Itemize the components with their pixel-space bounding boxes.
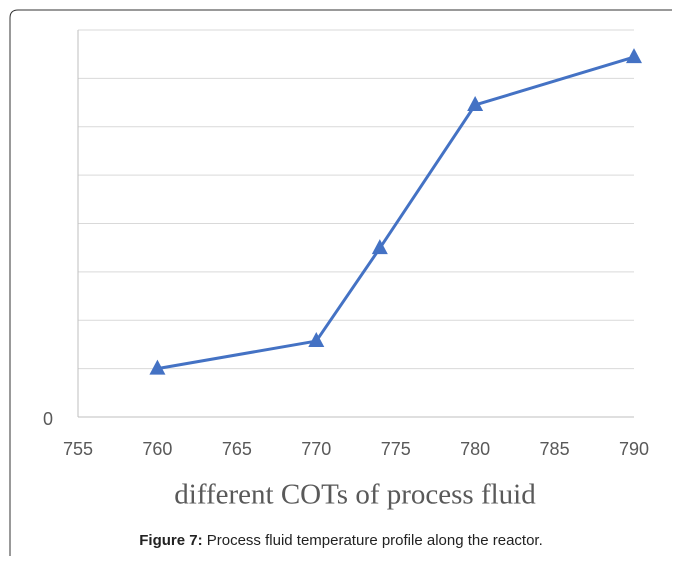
x-tick-label: 765 bbox=[222, 439, 252, 459]
marker bbox=[308, 332, 325, 348]
x-tick-label: 790 bbox=[619, 439, 649, 459]
caption-label: Figure 7: bbox=[139, 532, 202, 549]
x-tick-label: 780 bbox=[460, 439, 490, 459]
y-tick-label: 0 bbox=[43, 409, 53, 429]
line bbox=[157, 55, 635, 371]
x-tick-label: 755 bbox=[63, 439, 93, 459]
marker bbox=[149, 359, 166, 375]
x-axis-title: different COTs of process fluid bbox=[174, 479, 536, 511]
x-tick-label: 770 bbox=[301, 439, 331, 459]
caption-text: Process fluid temperature profile along … bbox=[203, 532, 543, 549]
marker bbox=[467, 95, 484, 111]
x-tick-label: 760 bbox=[142, 439, 172, 459]
marker bbox=[626, 48, 642, 64]
x-tick-label: 785 bbox=[540, 439, 570, 459]
frame bbox=[9, 9, 672, 556]
x-tick-label: 775 bbox=[381, 439, 411, 459]
marker bbox=[371, 239, 388, 255]
caption: Figure 7: Process fluid temperature prof… bbox=[139, 532, 543, 549]
